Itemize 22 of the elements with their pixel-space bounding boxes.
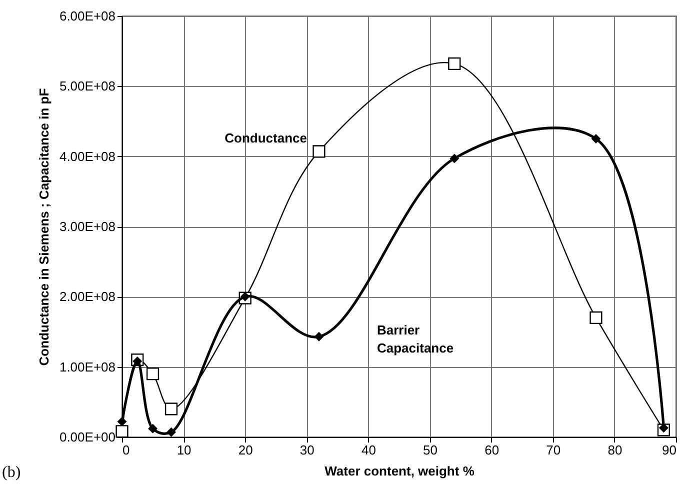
text: Barrier Capacitance <box>376 322 454 356</box>
x-tick-label: 40 <box>361 442 376 458</box>
x-tick-label: 50 <box>423 442 438 458</box>
y-tick-label: 1.00E+08 <box>59 359 116 374</box>
x-tick-label: 20 <box>238 442 253 458</box>
y-tick-label: 0.00E+00 <box>59 430 116 444</box>
y-tick-label: 5.00E+08 <box>59 78 116 94</box>
x-tick-label: 60 <box>484 442 500 458</box>
x-tick-label: 10 <box>176 442 192 458</box>
text: (b) <box>2 464 21 482</box>
y-tick-label: 3.00E+08 <box>59 219 116 234</box>
x-tick-label: 90 <box>662 442 676 458</box>
x-axis-title: Water content, weight % <box>324 464 475 478</box>
y-axis-title: Conductance in Siemens ; Capacitance in pF <box>36 88 52 366</box>
y-tick-label: 6.00E+08 <box>59 8 116 24</box>
x-tick-label: 70 <box>546 442 561 458</box>
series-label: Conductance <box>224 130 307 146</box>
x-tick-label: 0 <box>122 442 130 458</box>
y-tick-label: 4.00E+08 <box>59 148 116 164</box>
y-tick-label: 2.00E+08 <box>59 289 116 304</box>
x-tick-label: 80 <box>608 442 622 458</box>
x-tick-label: 30 <box>300 442 314 458</box>
